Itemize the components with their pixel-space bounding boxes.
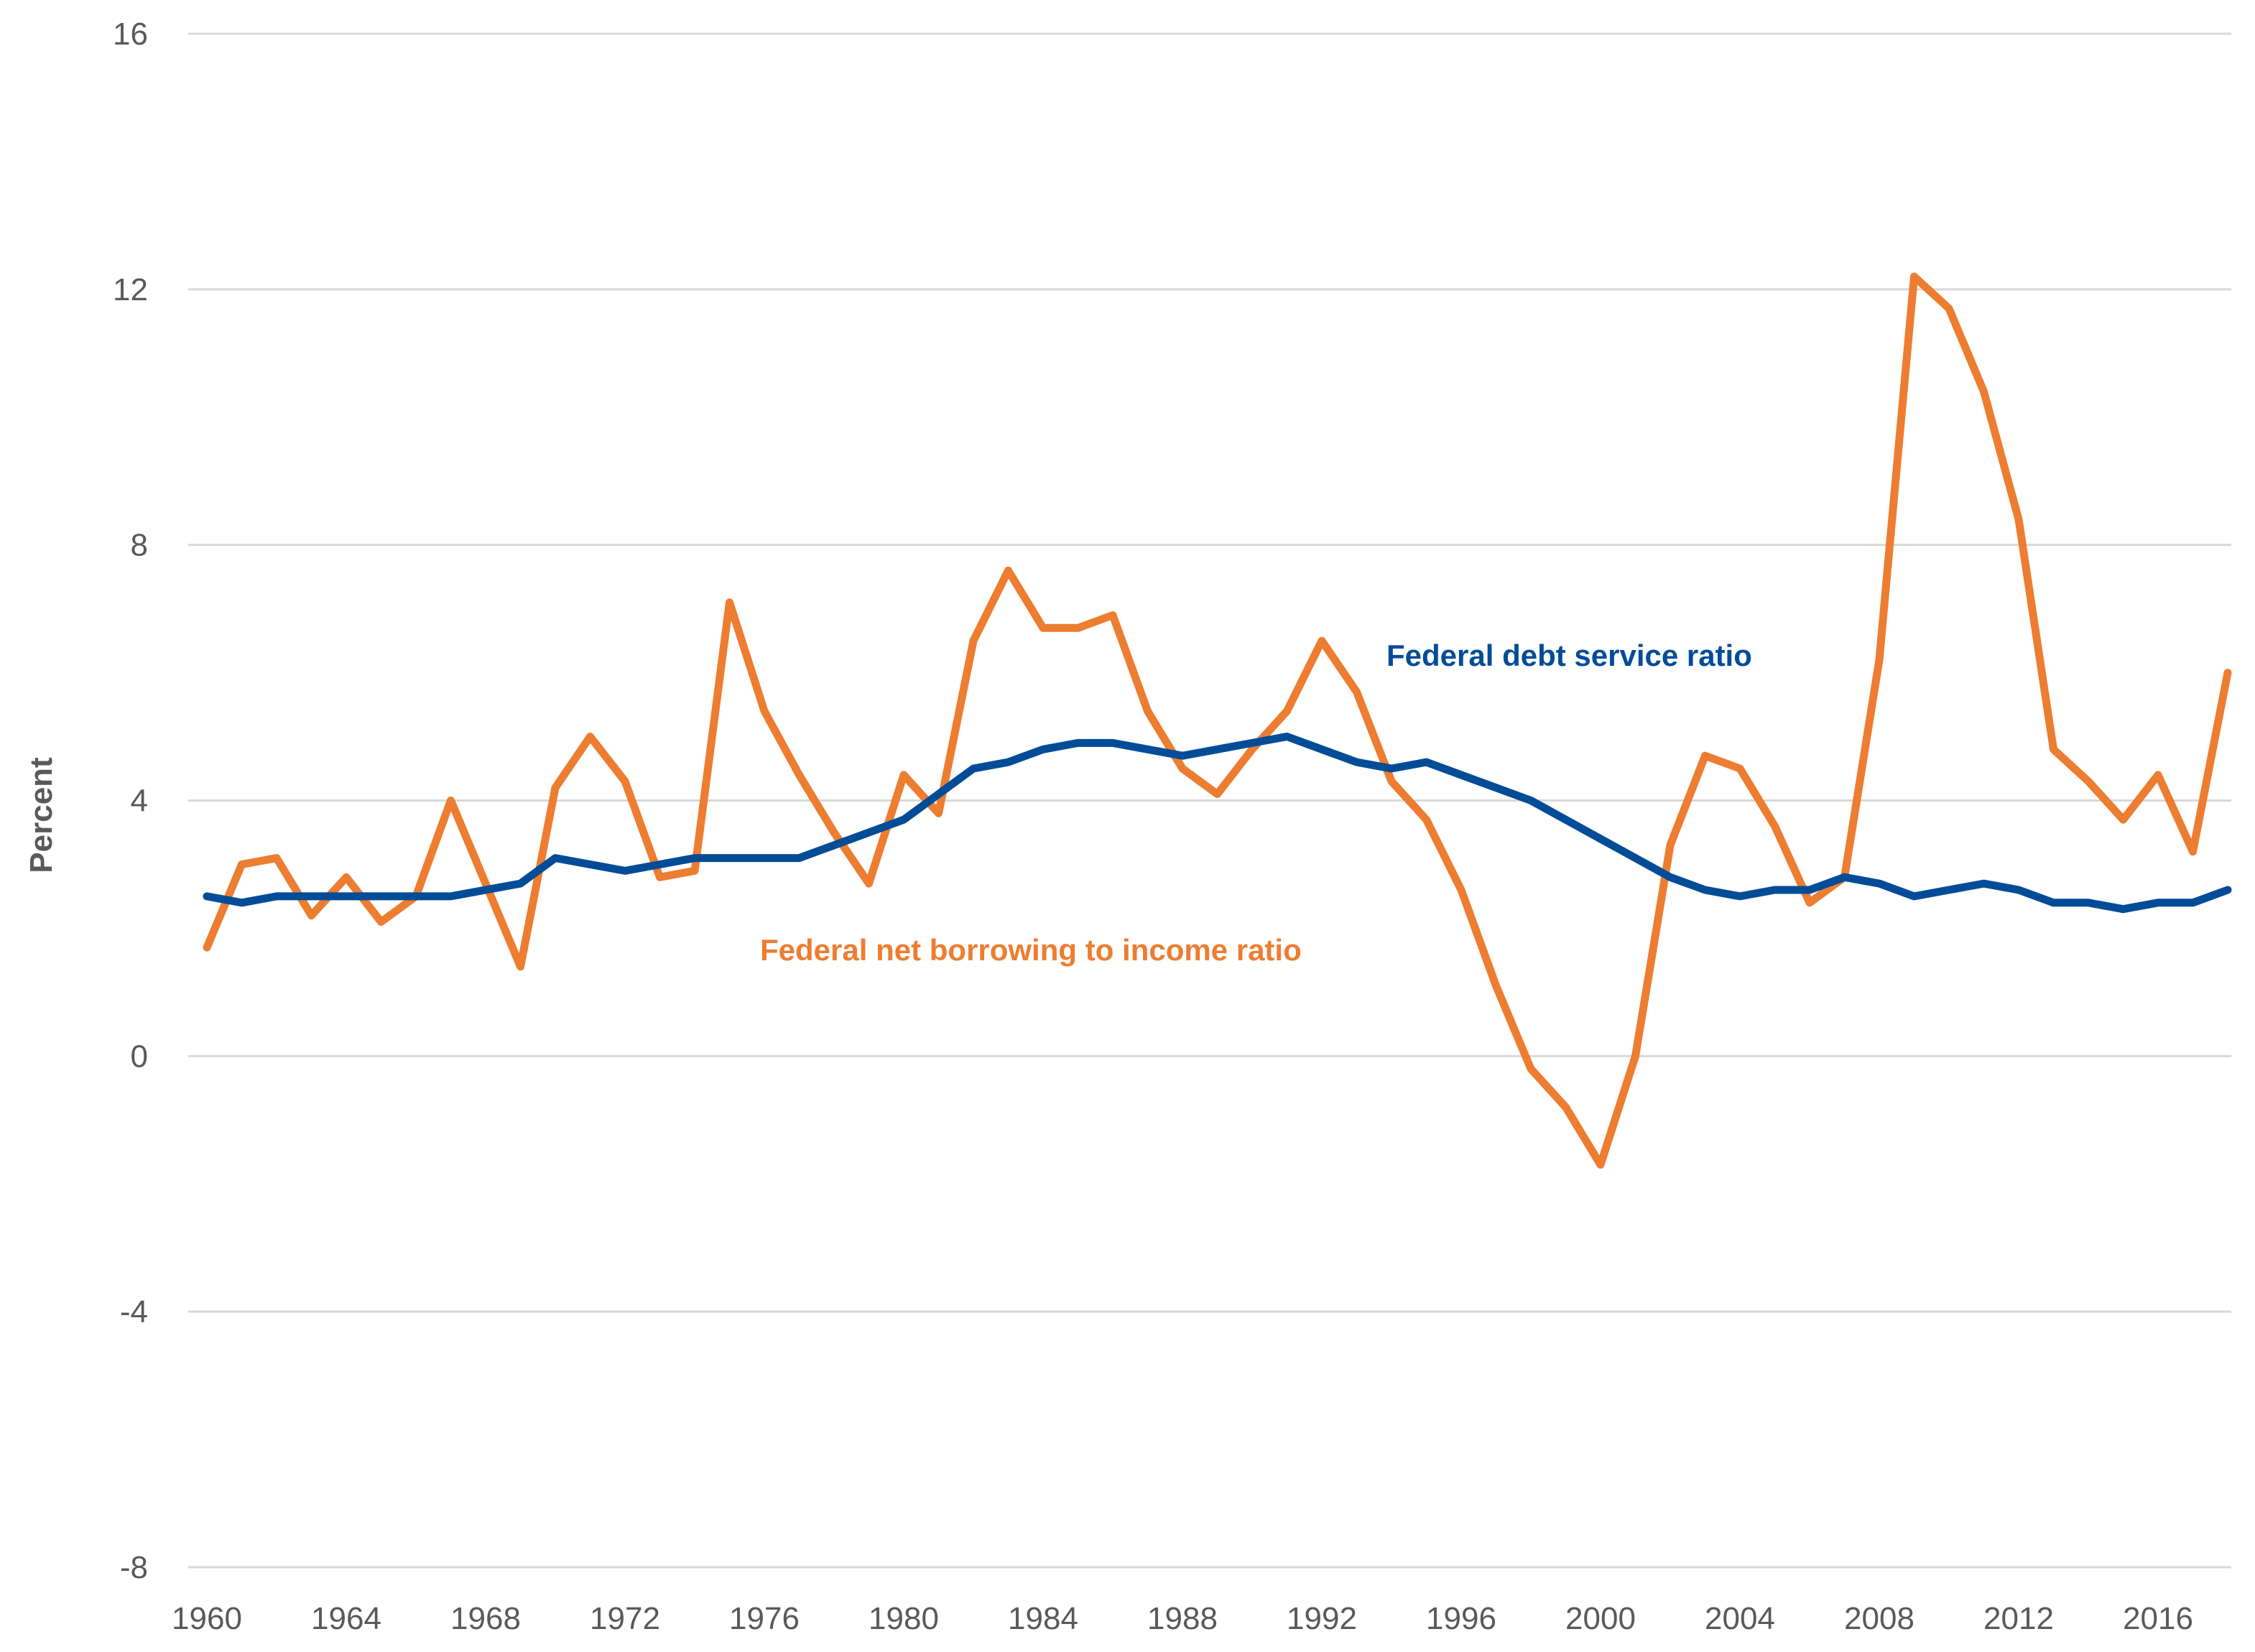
series-line-debt-service xyxy=(203,733,2232,914)
y-tick-label: -4 xyxy=(120,1294,148,1330)
x-tick-label: 2000 xyxy=(1565,1601,1636,1636)
y-axis-tick-labels: 16 12 8 4 0 -4 -8 xyxy=(113,17,148,1585)
x-tick-label: 2008 xyxy=(1844,1601,1914,1636)
series-line-net-borrowing xyxy=(203,272,2232,1169)
x-tick-label: 1968 xyxy=(450,1601,521,1636)
y-tick-label: -8 xyxy=(120,1550,148,1585)
series-label-net-borrowing: Federal net borrowing to income ratio xyxy=(760,933,1302,967)
x-tick-label: 2016 xyxy=(2123,1601,2193,1636)
x-tick-label: 1960 xyxy=(172,1601,242,1636)
y-tick-label: 12 xyxy=(113,272,148,307)
x-tick-label: 1984 xyxy=(1008,1601,1078,1636)
x-tick-label: 1976 xyxy=(729,1601,800,1636)
x-tick-label: 1964 xyxy=(311,1601,381,1636)
x-tick-label: 1972 xyxy=(590,1601,660,1636)
y-tick-label: 8 xyxy=(131,528,148,563)
x-tick-label: 1996 xyxy=(1426,1601,1496,1636)
x-tick-label: 2012 xyxy=(1983,1601,2054,1636)
x-tick-label: 1980 xyxy=(869,1601,939,1636)
x-tick-label: 1988 xyxy=(1147,1601,1218,1636)
x-tick-label: 1992 xyxy=(1287,1601,1357,1636)
x-tick-label: 2004 xyxy=(1705,1601,1775,1636)
y-tick-label: 16 xyxy=(113,17,148,52)
y-tick-label: 4 xyxy=(131,784,148,819)
x-axis-tick-labels: 1960 1964 1968 1972 1976 1980 1984 1988 1992 1996… xyxy=(172,1601,2193,1636)
series-label-debt-service: Federal debt service ratio xyxy=(1386,639,1752,672)
y-tick-label: 0 xyxy=(131,1039,148,1074)
y-axis-title: Percent xyxy=(24,757,59,873)
series-lines xyxy=(203,272,2232,1169)
gridlines xyxy=(188,32,2231,1569)
